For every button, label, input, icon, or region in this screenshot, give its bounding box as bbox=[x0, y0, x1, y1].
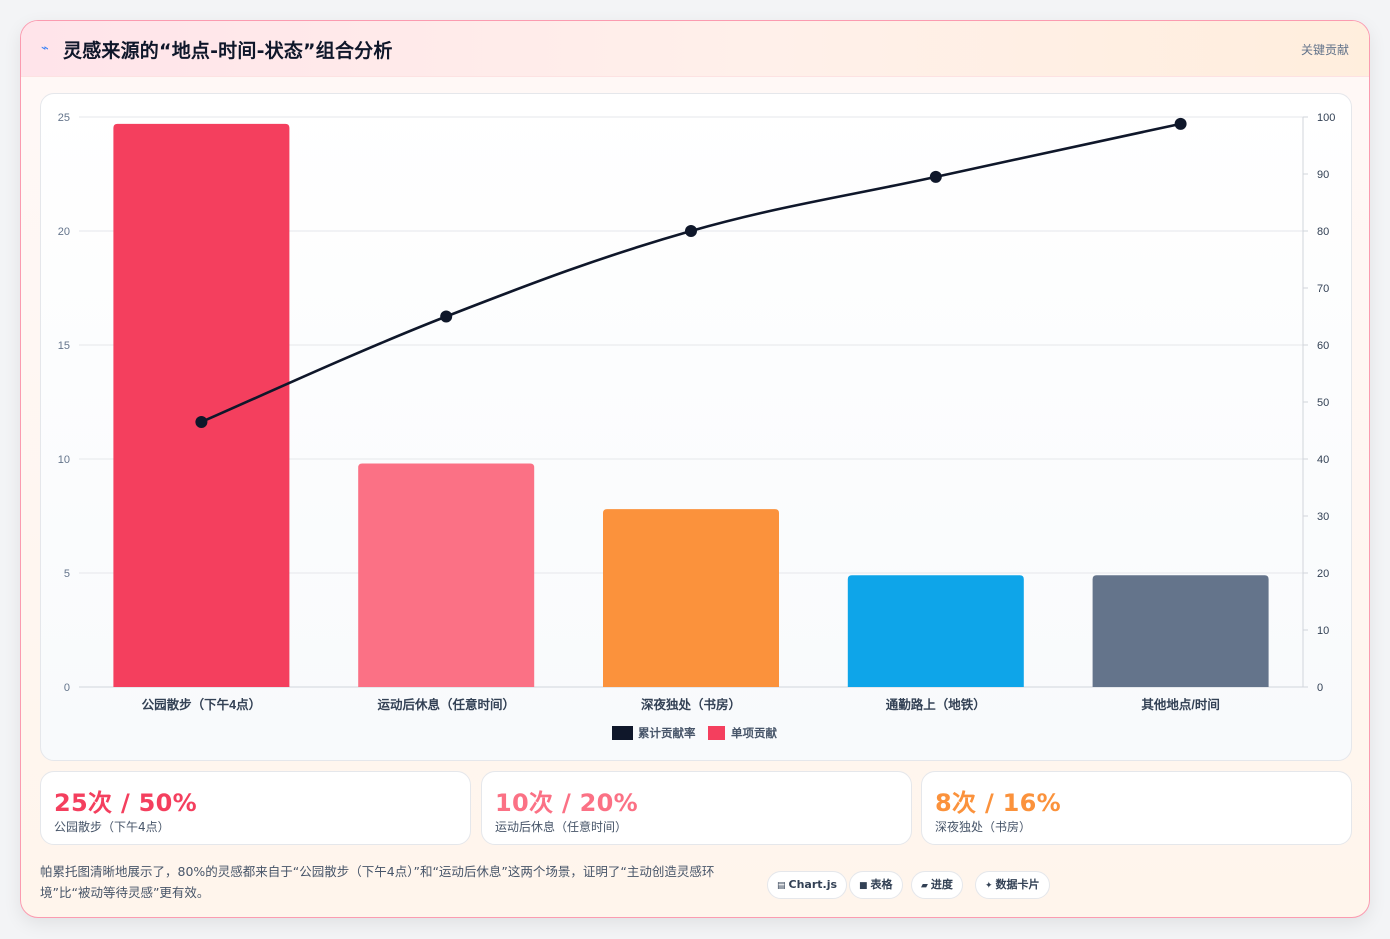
bar bbox=[1092, 575, 1269, 687]
summary-text: 帕累托图清晰地展示了，80%的灵感都来自于“公园散步（下午4点）”和“运动后休息… bbox=[40, 864, 715, 900]
header-tag: 关键贡献 bbox=[1300, 43, 1349, 57]
chip-label: Chart.js bbox=[788, 878, 838, 891]
chip-data-card[interactable]: ✦ 数据卡片 bbox=[975, 871, 1050, 899]
y-right-tick-label: 40 bbox=[1317, 454, 1329, 466]
chip-progress[interactable]: ▰ 进度 bbox=[911, 871, 963, 899]
bar bbox=[358, 463, 535, 687]
stat-label: 公园散步（下午4点） bbox=[54, 820, 170, 834]
chart-icon: ▤ bbox=[777, 881, 786, 891]
progress-icon: ▰ bbox=[921, 881, 928, 891]
x-tick-label: 其他地点/时间 bbox=[1141, 697, 1219, 712]
y-left-tick-label: 5 bbox=[64, 568, 70, 580]
stat-label: 运动后休息（任意时间） bbox=[495, 820, 628, 834]
cumulative-point bbox=[195, 415, 208, 428]
stat-value: 8次 / 16% bbox=[935, 789, 1062, 817]
chip-label: 进度 bbox=[930, 878, 953, 891]
cumulative-line bbox=[200, 122, 1181, 424]
y-right-tick-label: 80 bbox=[1317, 226, 1329, 238]
y-left-tick-label: 15 bbox=[58, 340, 70, 352]
y-right-tick-label: 10 bbox=[1317, 625, 1329, 637]
stat-card-2: 10次 / 20% 运动后休息（任意时间） bbox=[481, 771, 912, 845]
y-right-tick-label: 70 bbox=[1317, 283, 1329, 295]
x-tick-label: 深夜独处（书房） bbox=[641, 697, 741, 712]
chip-label: 表格 bbox=[870, 878, 893, 891]
y-right-tick-label: 50 bbox=[1317, 397, 1329, 409]
table-icon: ■ bbox=[859, 881, 868, 891]
lightning-icon: ⌁ bbox=[41, 41, 49, 56]
pareto-chart: 0 5 10 15 20 25 0 10 20 30 40 50 60 70 80 90 100 公园散步（下午4… bbox=[58, 112, 1335, 740]
cumulative-point bbox=[685, 225, 697, 237]
y-left-tick-label: 20 bbox=[58, 226, 70, 238]
y-right-tick-label: 30 bbox=[1317, 511, 1329, 523]
legend-label-single: 单项贡献 bbox=[731, 726, 777, 740]
y-right-tick-label: 0 bbox=[1317, 682, 1323, 694]
stat-label: 深夜独处（书房） bbox=[935, 820, 1032, 834]
y-right-tick-label: 20 bbox=[1317, 568, 1329, 580]
cumulative-point bbox=[1174, 117, 1187, 130]
stat-card-1: 25次 / 50% 公园散步（下午4点） bbox=[40, 771, 471, 845]
y-right-tick-label: 90 bbox=[1317, 169, 1329, 181]
y-right-tick-label: 100 bbox=[1317, 112, 1335, 124]
bar bbox=[847, 575, 1024, 687]
y-left-tick-label: 10 bbox=[58, 454, 70, 466]
analysis-card: ⌁ 灵感来源的“地点-时间-状态”组合分析 关键贡献 0 5 10 15 20 25 0 10… bbox=[20, 20, 1370, 918]
legend-swatch-single bbox=[708, 726, 725, 740]
stat-card-3: 8次 / 16% 深夜独处（书房） bbox=[921, 771, 1352, 845]
page-title: 灵感来源的“地点-时间-状态”组合分析 bbox=[63, 40, 393, 62]
bar bbox=[603, 509, 779, 687]
bar bbox=[113, 123, 290, 688]
chip-table[interactable]: ■ 表格 bbox=[849, 871, 903, 899]
chip-chartjs[interactable]: ▤ Chart.js bbox=[767, 871, 848, 899]
x-tick-label: 公园散步（下午4点） bbox=[142, 697, 261, 712]
x-tick-label: 通勤路上（地铁） bbox=[886, 697, 986, 712]
y-left-tick-label: 25 bbox=[58, 112, 70, 124]
y-left-tick-label: 0 bbox=[64, 682, 70, 694]
legend-swatch-cumulative bbox=[612, 726, 633, 740]
chip-label: 数据卡片 bbox=[995, 878, 1040, 891]
y-right-tick-label: 60 bbox=[1317, 340, 1329, 352]
x-tick-label: 运动后休息（任意时间） bbox=[377, 697, 515, 712]
legend-label-cumulative: 累计贡献率 bbox=[638, 726, 696, 740]
cumulative-point bbox=[440, 310, 453, 323]
stat-value: 25次 / 50% bbox=[54, 789, 198, 817]
sparkle-icon: ✦ bbox=[985, 881, 993, 891]
chart-panel: 0 5 10 15 20 25 0 10 20 30 40 50 60 70 80 90 100 公园散步（下午4… bbox=[40, 93, 1352, 761]
card-header: ⌁ 灵感来源的“地点-时间-状态”组合分析 关键贡献 bbox=[21, 21, 1369, 77]
stat-value: 10次 / 20% bbox=[495, 789, 639, 817]
cumulative-point bbox=[929, 170, 942, 183]
